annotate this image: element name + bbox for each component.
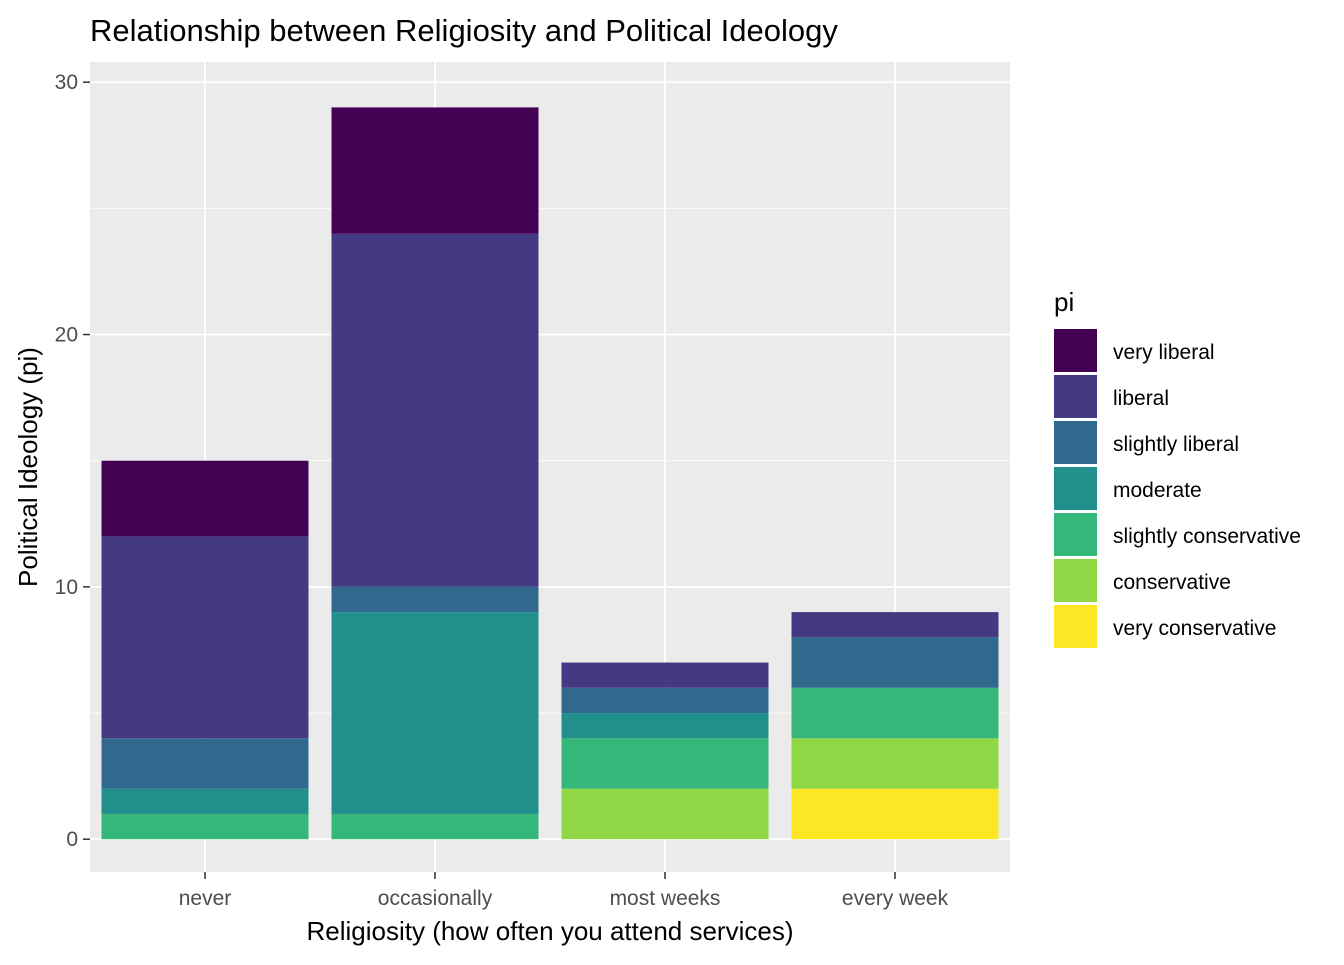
bars-layer (101, 107, 999, 840)
bar-segment (791, 637, 999, 688)
bar-segment (561, 788, 769, 840)
x-tick-label: most weeks (610, 887, 721, 910)
bar-segment (561, 662, 769, 688)
bar-segment (791, 687, 999, 739)
bar-segment (101, 813, 309, 840)
y-axis-title: Political Ideology (pi) (13, 347, 43, 587)
y-tick-label: 20 (55, 324, 78, 347)
legend-swatch (1054, 513, 1097, 556)
x-tick-label: never (179, 887, 232, 910)
legend-swatch (1054, 467, 1097, 510)
x-axis-title: Religiosity (how often you attend servic… (306, 916, 793, 946)
legend-label: very conservative (1113, 617, 1276, 640)
legend-label: moderate (1113, 479, 1202, 502)
bar-segment (561, 713, 769, 739)
legend-label: conservative (1113, 571, 1231, 594)
bar-segment (331, 586, 539, 613)
bar-segment (101, 738, 309, 789)
legend-items: very liberal liberal slightly liberal moder… (1054, 329, 1301, 648)
legend: pi very liberal liberal slightly liberal mo… (1054, 287, 1301, 648)
x-tick-label: every week (842, 887, 949, 910)
legend-swatch (1054, 421, 1097, 464)
chart-title: Relationship between Religiosity and Pol… (90, 13, 838, 48)
bar-segment (791, 738, 999, 789)
bar-segment (791, 612, 999, 638)
bar-segment (101, 536, 309, 739)
y-axis: 0 10 20 30 (55, 71, 90, 851)
bar-segment (331, 107, 539, 234)
legend-title: pi (1054, 287, 1074, 317)
bar-segment (101, 788, 309, 814)
legend-swatch (1054, 605, 1097, 648)
y-tick-label: 0 (66, 828, 78, 851)
legend-swatch (1054, 329, 1097, 372)
legend-swatch (1054, 375, 1097, 418)
legend-label: slightly conservative (1113, 525, 1301, 548)
legend-swatch (1054, 559, 1097, 602)
y-tick-label: 30 (55, 71, 78, 94)
y-tick-label: 10 (55, 576, 78, 599)
bar-segment (791, 788, 999, 840)
legend-label: very liberal (1113, 341, 1215, 364)
bar-segment (101, 460, 309, 537)
bar-segment (331, 612, 539, 814)
x-axis: never occasionally most weeks every week (179, 872, 949, 910)
bar-segment (331, 233, 539, 587)
legend-label: slightly liberal (1113, 433, 1239, 456)
bar-segment (561, 738, 769, 789)
bar-segment (331, 813, 539, 840)
x-tick-label: occasionally (378, 887, 493, 910)
bar-segment (561, 687, 769, 714)
legend-label: liberal (1113, 387, 1169, 410)
